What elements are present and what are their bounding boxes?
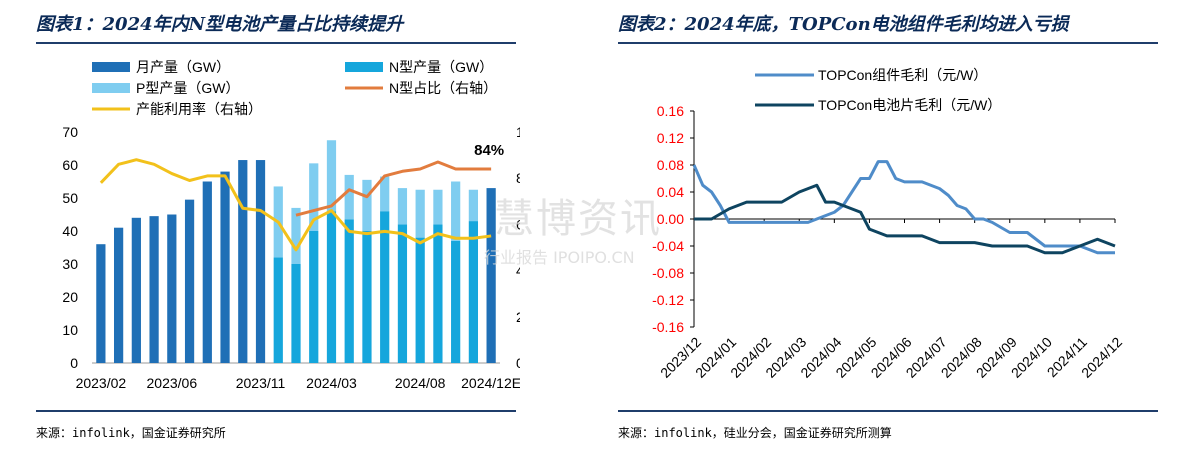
bar-p-output	[309, 163, 319, 231]
bar-n-output	[468, 221, 479, 363]
line-cell-margin	[694, 183, 1116, 255]
x-tick-label: 2023/02	[76, 375, 127, 391]
y-tick-label: -0.16	[652, 319, 684, 335]
y-right-tick-label: 60%	[516, 216, 520, 232]
chart2-title-rule	[618, 42, 1158, 44]
bar-n-output	[309, 231, 319, 363]
bar-monthly-output	[131, 217, 141, 363]
legend-swatch	[345, 62, 383, 72]
annotation-84pct: 84%	[474, 142, 504, 159]
y-tick-label: 0.04	[657, 184, 684, 200]
bar-monthly-output	[167, 214, 177, 363]
bar-p-output	[433, 189, 443, 225]
bar-p-output	[380, 176, 390, 212]
y-tick-label: -0.12	[652, 292, 684, 308]
chart1-title-rule	[36, 42, 516, 44]
y-tick-label: 0.12	[657, 130, 684, 146]
y-left-tick-label: 0	[70, 355, 78, 371]
y-left-tick-label: 70	[62, 124, 78, 140]
chart2-footer-rule	[618, 410, 1158, 412]
x-tick-label: 2024/03	[306, 375, 357, 391]
bar-n-output	[433, 224, 443, 363]
bar-monthly-output	[255, 160, 266, 363]
bar-monthly-output	[113, 227, 124, 363]
bar-n-output	[273, 257, 283, 363]
y-tick-label: 0.00	[657, 211, 684, 227]
bar-p-output	[397, 188, 408, 225]
y-tick-label: -0.08	[652, 265, 684, 281]
legend-label: TOPCon电池片毛利（元/W）	[818, 97, 1001, 113]
legend-label: P型产量（GW）	[136, 80, 239, 96]
bar-monthly-output	[149, 216, 159, 363]
bar-n-output	[291, 264, 301, 363]
x-tick-label: 2024/12E	[461, 375, 520, 391]
bar-monthly-output	[220, 171, 230, 363]
y-left-tick-label: 30	[62, 256, 78, 272]
y-right-tick-label: 20%	[516, 309, 520, 325]
chart2-svg: 0.16 0.12 0.08 0.04 0.00 -0.04 -0.08 -0.12 -0.16…	[652, 67, 1125, 381]
y-right-tick-label: 80%	[516, 170, 520, 186]
bar-monthly-output	[96, 244, 106, 363]
y-tick-label: 0.16	[657, 103, 684, 119]
y-left-tick-label: 60	[62, 157, 78, 173]
bar-n-output	[451, 240, 461, 363]
bar-n-output	[362, 231, 372, 363]
legend-label: 月产量（GW）	[136, 59, 230, 75]
bar-p-output	[451, 181, 461, 241]
legend-label: 产能利用率（右轴）	[136, 101, 262, 117]
bar-n-output	[397, 224, 408, 363]
line-module-margin	[692, 160, 1115, 255]
chart1-title: 图表1：2024年内N型电池产量占比持续提升	[36, 14, 404, 35]
legend-label: TOPCon组件毛利（元/W）	[818, 67, 987, 83]
y-left-tick-label: 50	[62, 190, 78, 206]
x-tick-label: 2023/06	[147, 375, 198, 391]
legend-swatch	[92, 83, 130, 93]
chart1-footer-rule	[36, 410, 516, 412]
chart2-source: 来源：infolink，硅业分会，国金证券研究所测算	[618, 426, 892, 440]
bar-p-output	[344, 174, 354, 220]
bar-n-output	[415, 237, 425, 363]
bar-p-output	[415, 189, 425, 238]
legend-label: N型占比（右轴）	[389, 80, 497, 96]
bar-p-output	[291, 207, 301, 264]
watermark: 慧博资讯	[494, 196, 662, 242]
bar-monthly-output	[184, 199, 195, 363]
watermark-sub: 行业报告 IPOIPO.CN	[484, 248, 635, 267]
bar-p-output	[468, 189, 479, 222]
y-tick-label: 0.08	[657, 157, 684, 173]
bar-n-output	[344, 219, 354, 363]
chart1-source: 来源：infolink，国金证券研究所	[36, 426, 226, 440]
bar-monthly-output	[238, 160, 248, 363]
x-tick-label: 2023/11	[236, 375, 286, 391]
y-left-tick-label: 40	[62, 223, 78, 239]
y-right-tick-label: 100%	[516, 124, 520, 140]
y-right-tick-label: 40%	[516, 263, 520, 279]
bar-p-output	[326, 140, 337, 212]
legend-label: N型产量（GW）	[389, 59, 493, 75]
legend-swatch	[92, 62, 130, 72]
line-n-share	[295, 160, 492, 217]
chart2-title: 图表2：2024年底，TOPCon电池组件毛利均进入亏损	[618, 14, 1069, 35]
bar-monthly-output	[486, 188, 496, 363]
y-left-tick-label: 10	[62, 322, 78, 338]
y-left-tick-label: 20	[62, 289, 78, 305]
x-tick-label: 2024/08	[395, 375, 446, 391]
y-tick-label: -0.04	[652, 238, 684, 254]
line-utilization	[99, 158, 492, 252]
bar-p-output	[362, 179, 372, 231]
y-right-tick-label: 0%	[516, 355, 520, 371]
chart1-svg: 0 10 20 30 40 50 60 70 0% 20% 40% 60% 80% 100% 2023/02…	[62, 59, 520, 391]
bar-n-output	[326, 211, 337, 363]
bar-monthly-output	[202, 181, 212, 363]
bar-n-output	[380, 211, 390, 363]
